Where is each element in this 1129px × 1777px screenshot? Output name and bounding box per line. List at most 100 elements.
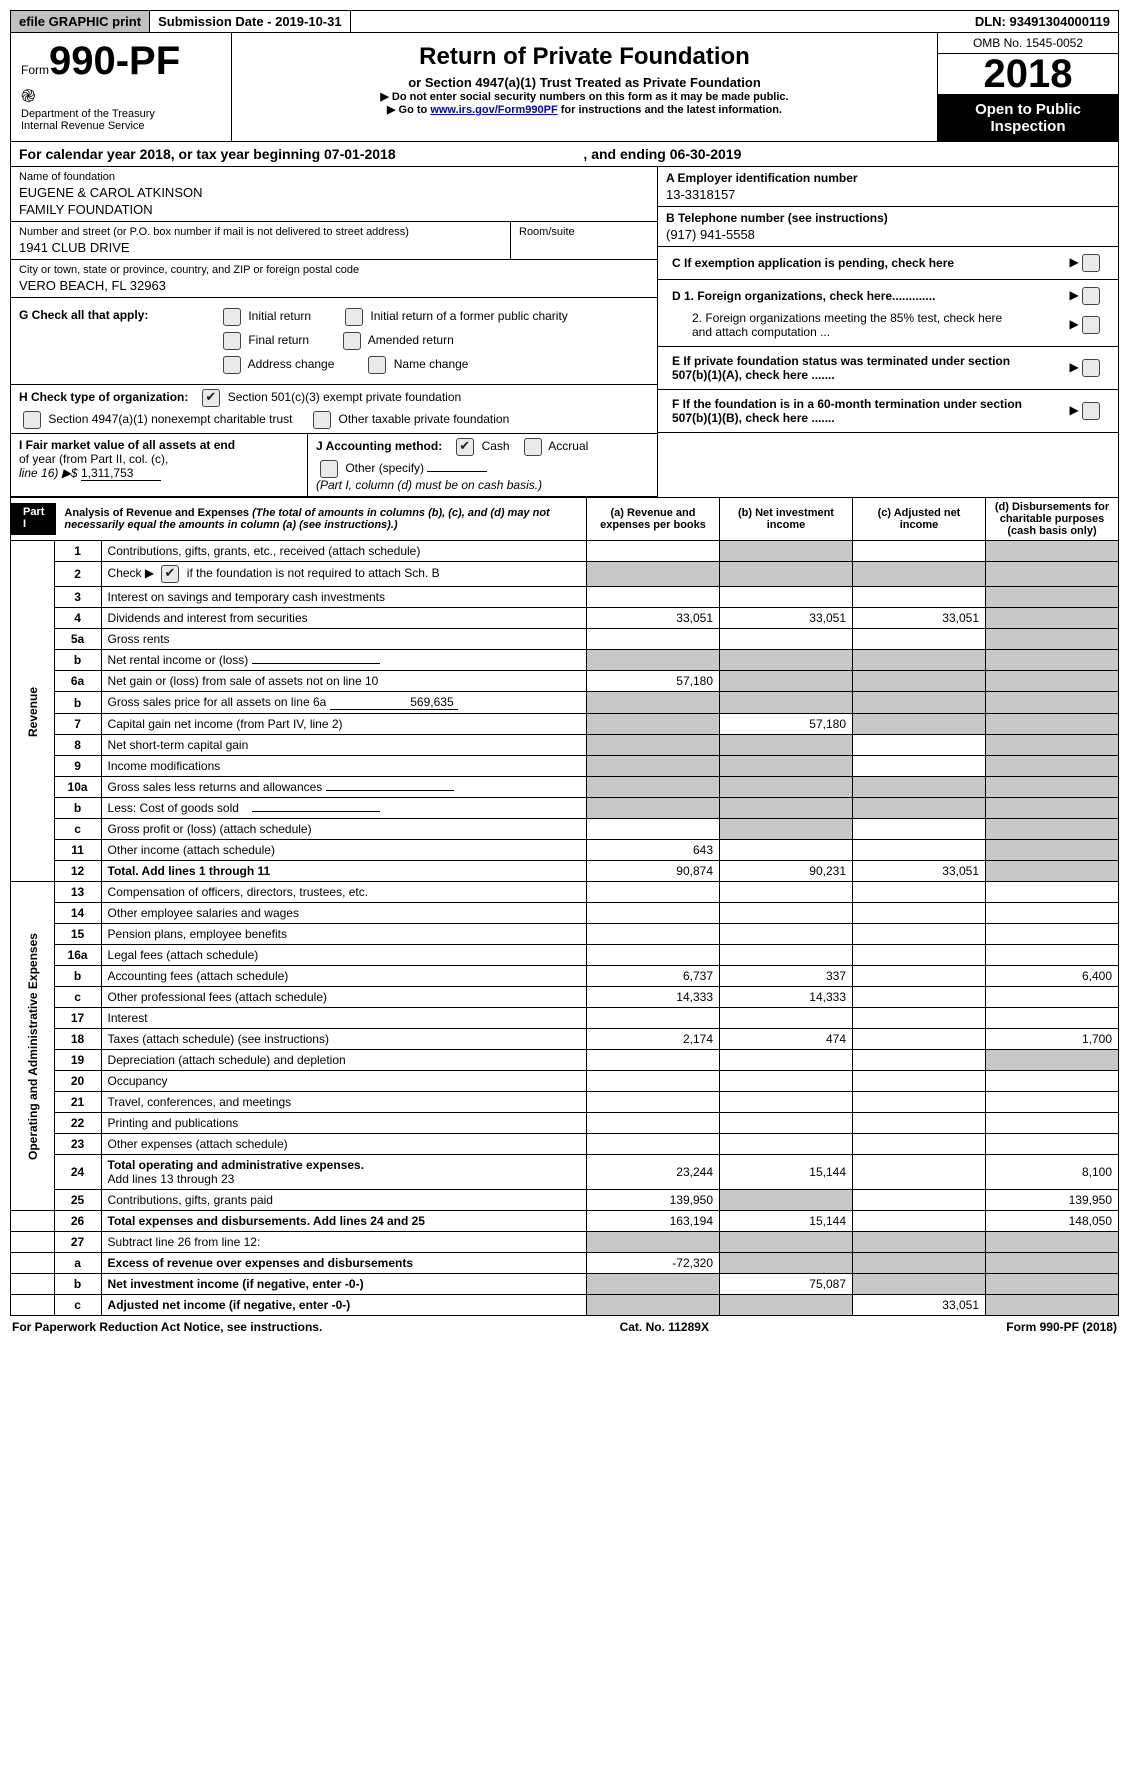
row-8: 8 Net short-term capital gain	[11, 735, 1119, 756]
row-16c: cOther professional fees (attach schedul…	[11, 987, 1119, 1008]
r8-d: Net short-term capital gain	[101, 735, 586, 756]
section-h: H Check type of organization: Section 50…	[11, 385, 657, 434]
chk-amended-return[interactable]	[343, 332, 361, 350]
chk-60month[interactable]	[1082, 402, 1100, 420]
footer-mid: Cat. No. 11289X	[620, 1320, 709, 1334]
section-c: C If exemption application is pending, c…	[658, 247, 1118, 280]
row-27c: cAdjusted net income (if negative, enter…	[11, 1295, 1119, 1316]
r12-c: 33,051	[853, 861, 986, 882]
r6b-inline: 569,635	[330, 695, 458, 710]
row-26: 26 Total expenses and disbursements. Add…	[11, 1211, 1119, 1232]
phone-lbl: B Telephone number (see instructions)	[666, 211, 888, 225]
r6b-n: b	[54, 692, 101, 714]
r1-d: Contributions, gifts, grants, etc., rece…	[101, 541, 586, 562]
row-15: 15Pension plans, employee benefits	[11, 924, 1119, 945]
chk-initial-former[interactable]	[345, 308, 363, 326]
entity-left: Name of foundation EUGENE & CAROL ATKINS…	[11, 167, 657, 497]
footer: For Paperwork Reduction Act Notice, see …	[10, 1316, 1119, 1338]
city-cell: City or town, state or province, country…	[11, 260, 657, 298]
r3-n: 3	[54, 587, 101, 608]
street-lbl: Number and street (or P.O. box number if…	[19, 226, 502, 238]
submission-date: Submission Date - 2019-10-31	[150, 11, 351, 32]
calendar-year-row: For calendar year 2018, or tax year begi…	[10, 142, 1119, 167]
row-21: 21Travel, conferences, and meetings	[11, 1092, 1119, 1113]
g-c4: Amended return	[368, 333, 454, 347]
street-row: Number and street (or P.O. box number if…	[11, 222, 657, 260]
i-l3: line 16) ▶$	[19, 466, 78, 480]
chk-address-change[interactable]	[223, 356, 241, 374]
chk-initial-return[interactable]	[223, 308, 241, 326]
chk-accrual[interactable]	[524, 438, 542, 456]
chk-cash[interactable]	[456, 438, 474, 456]
r12-d: Total. Add lines 1 through 11	[101, 861, 586, 882]
chk-exemption-pending[interactable]	[1082, 254, 1100, 272]
i-l1: I Fair market value of all assets at end	[19, 438, 235, 452]
r11-a: 643	[587, 840, 720, 861]
header-left: Form990-PF ֎ Department of the Treasury …	[11, 33, 232, 141]
row-20: 20Occupancy	[11, 1071, 1119, 1092]
j-c1: Cash	[482, 439, 510, 453]
room-lbl: Room/suite	[519, 226, 649, 238]
chk-other-taxable[interactable]	[313, 411, 331, 429]
chk-foreign-org[interactable]	[1082, 287, 1100, 305]
row-23: 23Other expenses (attach schedule)	[11, 1134, 1119, 1155]
part1-table: Part I Analysis of Revenue and Expenses …	[10, 497, 1119, 1316]
r11-d: Other income (attach schedule)	[101, 840, 586, 861]
row-25: 25Contributions, gifts, grants paid139,9…	[11, 1190, 1119, 1211]
top-bar: efile GRAPHIC print Submission Date - 20…	[10, 10, 1119, 33]
section-d: D 1. Foreign organizations, check here..…	[658, 280, 1118, 347]
chk-sch-b[interactable]	[161, 565, 179, 583]
r10b-n: b	[54, 798, 101, 819]
j-note: (Part I, column (d) must be on cash basi…	[316, 478, 542, 492]
chk-name-change[interactable]	[368, 356, 386, 374]
r12-a: 90,874	[587, 861, 720, 882]
chk-other-method[interactable]	[320, 460, 338, 478]
r6a-n: 6a	[54, 671, 101, 692]
r6a-d: Net gain or (loss) from sale of assets n…	[101, 671, 586, 692]
r4-c: 33,051	[853, 608, 986, 629]
col-d-header: (d) Disbursements for charitable purpose…	[986, 498, 1119, 541]
footer-left: For Paperwork Reduction Act Notice, see …	[12, 1320, 322, 1334]
chk-501c3[interactable]	[202, 389, 220, 407]
g-label: G Check all that apply:	[19, 308, 148, 322]
g-c6: Name change	[394, 357, 469, 371]
r10b-d: Less: Cost of goods sold	[101, 798, 586, 819]
dept-irs: Internal Revenue Service	[21, 120, 221, 132]
entity-section: Name of foundation EUGENE & CAROL ATKINS…	[10, 167, 1119, 497]
street-cell: Number and street (or P.O. box number if…	[11, 222, 510, 260]
r4-d: Dividends and interest from securities	[101, 608, 586, 629]
chk-terminated[interactable]	[1082, 359, 1100, 377]
i-value: 1,311,753	[81, 466, 161, 481]
r5a-n: 5a	[54, 629, 101, 650]
irs-link[interactable]: www.irs.gov/Form990PF	[430, 104, 557, 116]
section-j: J Accounting method: Cash Accrual Other …	[307, 434, 657, 497]
r10a-d: Gross sales less returns and allowances	[101, 777, 586, 798]
part1-title: Analysis of Revenue and Expenses	[64, 507, 249, 519]
omb-number: OMB No. 1545-0052	[938, 33, 1118, 54]
section-i: I Fair market value of all assets at end…	[11, 434, 307, 497]
foundation-name-lbl: Name of foundation	[19, 171, 649, 183]
chk-4947a1[interactable]	[23, 411, 41, 429]
f-lbl: F If the foundation is in a 60-month ter…	[672, 397, 1022, 425]
chk-85pct[interactable]	[1082, 316, 1100, 334]
tax-year: 2018	[938, 54, 1118, 95]
row-22: 22Printing and publications	[11, 1113, 1119, 1134]
j-c2: Accrual	[548, 439, 588, 453]
h-c2: Section 4947(a)(1) nonexempt charitable …	[48, 412, 292, 426]
ein-lbl: A Employer identification number	[666, 171, 858, 185]
d1-lbl: D 1. Foreign organizations, check here..…	[672, 289, 935, 303]
city-lbl: City or town, state or province, country…	[19, 264, 649, 276]
r2-n: 2	[54, 562, 101, 587]
chk-final-return[interactable]	[223, 332, 241, 350]
r3-d: Interest on savings and temporary cash i…	[101, 587, 586, 608]
row-19: 19Depreciation (attach schedule) and dep…	[11, 1050, 1119, 1071]
col-b-header: (b) Net investment income	[720, 498, 853, 541]
r5a-d: Gross rents	[101, 629, 586, 650]
row-16a: 16aLegal fees (attach schedule)	[11, 945, 1119, 966]
section-g: G Check all that apply: Initial return I…	[11, 298, 657, 385]
g-c2: Initial return of a former public charit…	[370, 309, 567, 323]
efile-label: efile GRAPHIC print	[11, 11, 150, 32]
row-16b: bAccounting fees (attach schedule)6,7373…	[11, 966, 1119, 987]
row-1: Revenue 1 Contributions, gifts, grants, …	[11, 541, 1119, 562]
r4-b: 33,051	[720, 608, 853, 629]
